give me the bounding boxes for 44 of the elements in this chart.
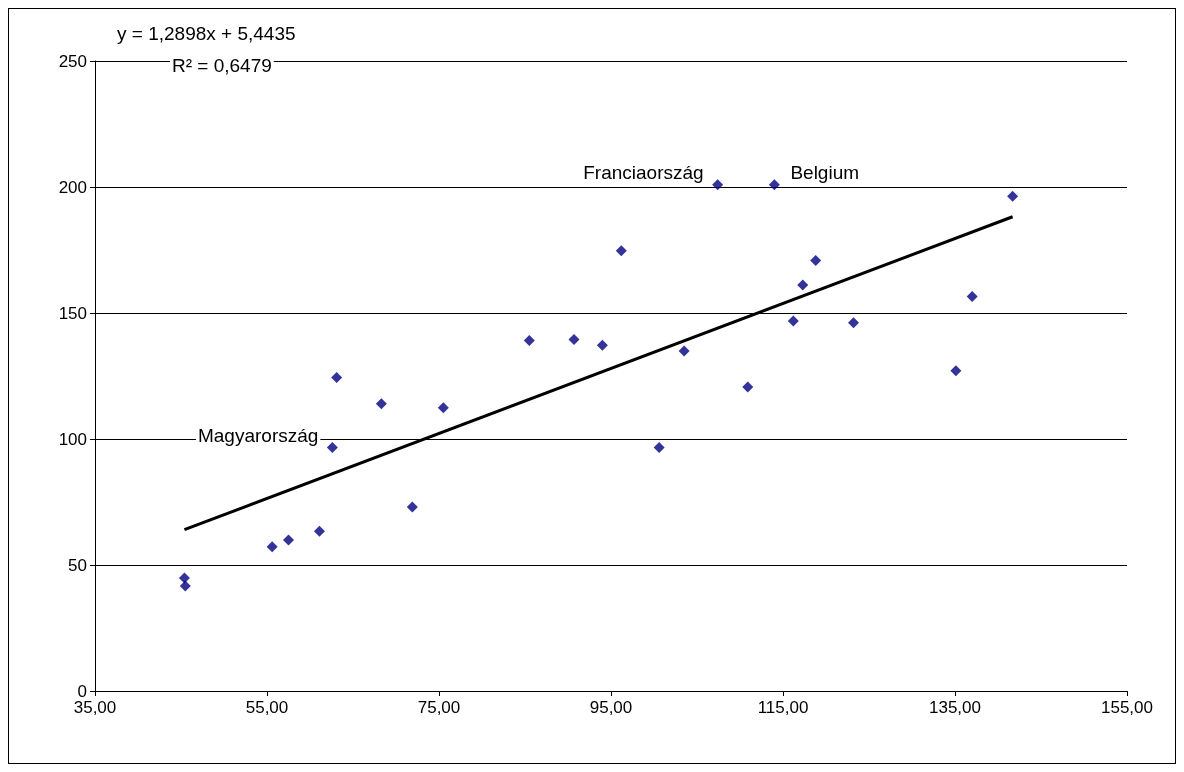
point: [950, 365, 962, 377]
point: [768, 179, 780, 191]
annotation: Franciaország: [583, 162, 704, 184]
x-tick-label: 55,00: [245, 698, 289, 717]
y-tick-label: 150: [58, 303, 87, 323]
y-tick-label: 0: [77, 681, 87, 701]
y-tick-label: 50: [68, 555, 87, 575]
point: [266, 541, 278, 553]
x-tick-label: 115,00: [757, 698, 809, 717]
point: [848, 317, 860, 329]
point: [523, 334, 535, 346]
point: [568, 333, 580, 345]
point: [437, 402, 449, 414]
annotation: R² = 0,6479: [172, 55, 272, 76]
point: [406, 501, 418, 513]
annotation: Magyarország: [197, 425, 319, 447]
point: [178, 572, 190, 584]
point: [787, 315, 799, 327]
point: [712, 179, 724, 191]
point: [375, 398, 387, 410]
point: [742, 381, 754, 393]
point: [326, 442, 338, 454]
point: [596, 339, 608, 351]
y-tick-label: 250: [58, 51, 87, 71]
point: [966, 291, 978, 303]
point: [313, 525, 325, 537]
point: [678, 345, 690, 357]
y-tick-label: 200: [58, 177, 87, 197]
x-tick-label: 155,00: [1101, 698, 1153, 717]
point: [615, 245, 627, 257]
point: [283, 534, 294, 546]
point: [797, 279, 809, 291]
point: [331, 372, 343, 384]
annotation: Belgium: [790, 162, 860, 184]
x-tick-label: 35,00: [73, 698, 117, 717]
point: [1007, 190, 1019, 202]
text: y = 1,2898x + 5,4435: [117, 23, 296, 44]
point: [653, 442, 665, 454]
y-tick-label: 100: [58, 429, 87, 449]
point: [810, 255, 822, 267]
x-tick-label: 95,00: [589, 698, 633, 717]
x-tick-label: 135,00: [929, 698, 981, 717]
x-tick-label: 75,00: [417, 698, 461, 717]
point: [179, 580, 191, 592]
